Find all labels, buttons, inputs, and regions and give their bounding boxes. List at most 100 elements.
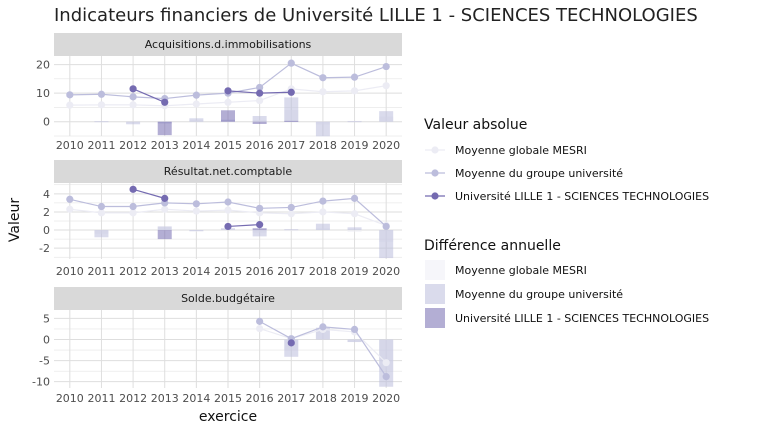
x-tick-label: 2017	[277, 139, 305, 152]
line-univ	[227, 224, 260, 228]
point-groupe-2014	[192, 200, 200, 208]
point-groupe-2015	[224, 198, 232, 206]
point-groupe-2018	[319, 197, 327, 205]
y-tick-label: 2	[43, 206, 50, 219]
x-tick-label: 2012	[119, 139, 147, 152]
point-groupe-2020	[382, 62, 390, 71]
bar-univ-2013	[157, 121, 172, 136]
x-tick-label: 2019	[341, 139, 369, 152]
x-tick-label: 2016	[246, 139, 274, 152]
y-tick-label: 0	[43, 116, 50, 129]
panel-strip-label: Résultat.net.comptable	[164, 165, 293, 178]
y-tick-label: 4	[43, 188, 50, 201]
point-groupe-2012	[129, 93, 137, 101]
x-tick-label: 2015	[214, 139, 242, 152]
bar-univ-2015	[221, 110, 235, 122]
point-groupe-2020	[382, 222, 390, 231]
point-univ-2015	[224, 222, 232, 231]
point-mesri-2010	[66, 101, 74, 109]
bar-groupe-2019	[347, 227, 362, 231]
x-tick-label: 2015	[214, 392, 242, 405]
legend-line-label-groupe: Moyenne du groupe université	[455, 167, 623, 180]
point-groupe-2016	[256, 317, 264, 325]
point-univ-2013	[161, 98, 169, 106]
bar-groupe-2017	[284, 339, 299, 357]
point-mesri-2012	[129, 209, 137, 217]
x-tick-label: 2013	[151, 392, 179, 405]
point-univ-2017	[287, 88, 295, 96]
bar-mesri-2017	[284, 230, 299, 232]
point-groupe-2019	[350, 194, 359, 202]
legend-point-key-univ	[431, 192, 439, 200]
point-groupe-2019	[350, 73, 359, 81]
x-tick-label: 2013	[151, 265, 179, 278]
bar-groupe-2018	[315, 121, 330, 137]
point-groupe-2018	[319, 323, 327, 331]
point-mesri-2020	[382, 359, 390, 367]
x-tick-label: 2017	[277, 265, 305, 278]
x-tick-label: 2020	[372, 392, 400, 405]
point-mesri-2012	[129, 101, 137, 109]
y-tick-label: 0	[43, 334, 50, 347]
legend-line-label-mesri: Moyenne globale MESRI	[455, 144, 587, 157]
x-tick-label: 2010	[56, 265, 84, 278]
bar-groupe-2016	[252, 116, 267, 122]
point-univ-2017	[287, 339, 295, 347]
point-mesri-2015	[224, 206, 232, 214]
y-tick-label: 5	[43, 312, 50, 325]
bar-mesri-2019	[347, 230, 362, 232]
legend-point-key-mesri	[431, 146, 439, 154]
point-groupe-2018	[319, 74, 327, 82]
point-groupe-2012	[129, 202, 137, 211]
point-mesri-2011	[97, 101, 106, 109]
bar-groupe-2019	[347, 121, 362, 123]
bar-univ-2016	[252, 121, 267, 124]
point-groupe-2010	[66, 91, 74, 99]
x-tick-label: 2019	[341, 392, 369, 405]
legend-bars-title: Différence annuelle	[424, 238, 561, 254]
point-groupe-2017	[287, 59, 295, 67]
bar-groupe-2013	[157, 226, 172, 231]
point-mesri-2019	[350, 210, 359, 218]
x-tick-label: 2014	[182, 139, 210, 152]
point-groupe-2020	[382, 373, 390, 381]
x-tick-label: 2012	[119, 392, 147, 405]
bar-groupe-2020	[379, 111, 394, 122]
y-axis-title: Valeur	[7, 198, 23, 242]
y-tick-label: 20	[36, 59, 50, 72]
legend-bar-key-mesri	[425, 260, 445, 280]
point-mesri-2014	[192, 100, 200, 108]
panel-strip	[54, 33, 402, 56]
y-tick-label: -10	[32, 376, 50, 389]
x-tick-label: 2015	[214, 265, 242, 278]
point-univ-2016	[256, 221, 264, 229]
legend: Valeur absolue Différence annuelle Moyen…	[424, 117, 709, 328]
point-groupe-2011	[97, 202, 106, 211]
bar-groupe-2011	[94, 121, 109, 123]
point-mesri-2020	[382, 82, 390, 90]
panel-strip-label: Acquisitions.d.immobilisations	[145, 38, 312, 51]
point-groupe-2014	[192, 91, 200, 99]
bar-groupe-2014	[189, 230, 204, 232]
point-groupe-2010	[66, 195, 74, 203]
panel-strip	[54, 287, 402, 310]
x-tick-label: 2018	[309, 392, 337, 405]
point-groupe-2019	[350, 325, 359, 333]
x-tick-label: 2012	[119, 265, 147, 278]
bar-groupe-2012	[126, 121, 141, 125]
y-tick-label: 0	[43, 224, 50, 237]
panel-1: Résultat.net.comptable -2 0 2 4 2010 2011 2012 2…	[39, 160, 402, 278]
point-mesri-2018	[319, 208, 327, 216]
x-axis-title: exercice	[199, 409, 257, 425]
legend-bar-key-univ	[425, 308, 445, 328]
x-tick-label: 2017	[277, 392, 305, 405]
x-tick-label: 2018	[309, 265, 337, 278]
x-tick-label: 2016	[246, 265, 274, 278]
x-tick-label: 2013	[151, 139, 179, 152]
legend-bar-key-groupe	[425, 284, 445, 304]
point-mesri-2018	[319, 88, 327, 96]
point-groupe-2011	[97, 90, 106, 98]
